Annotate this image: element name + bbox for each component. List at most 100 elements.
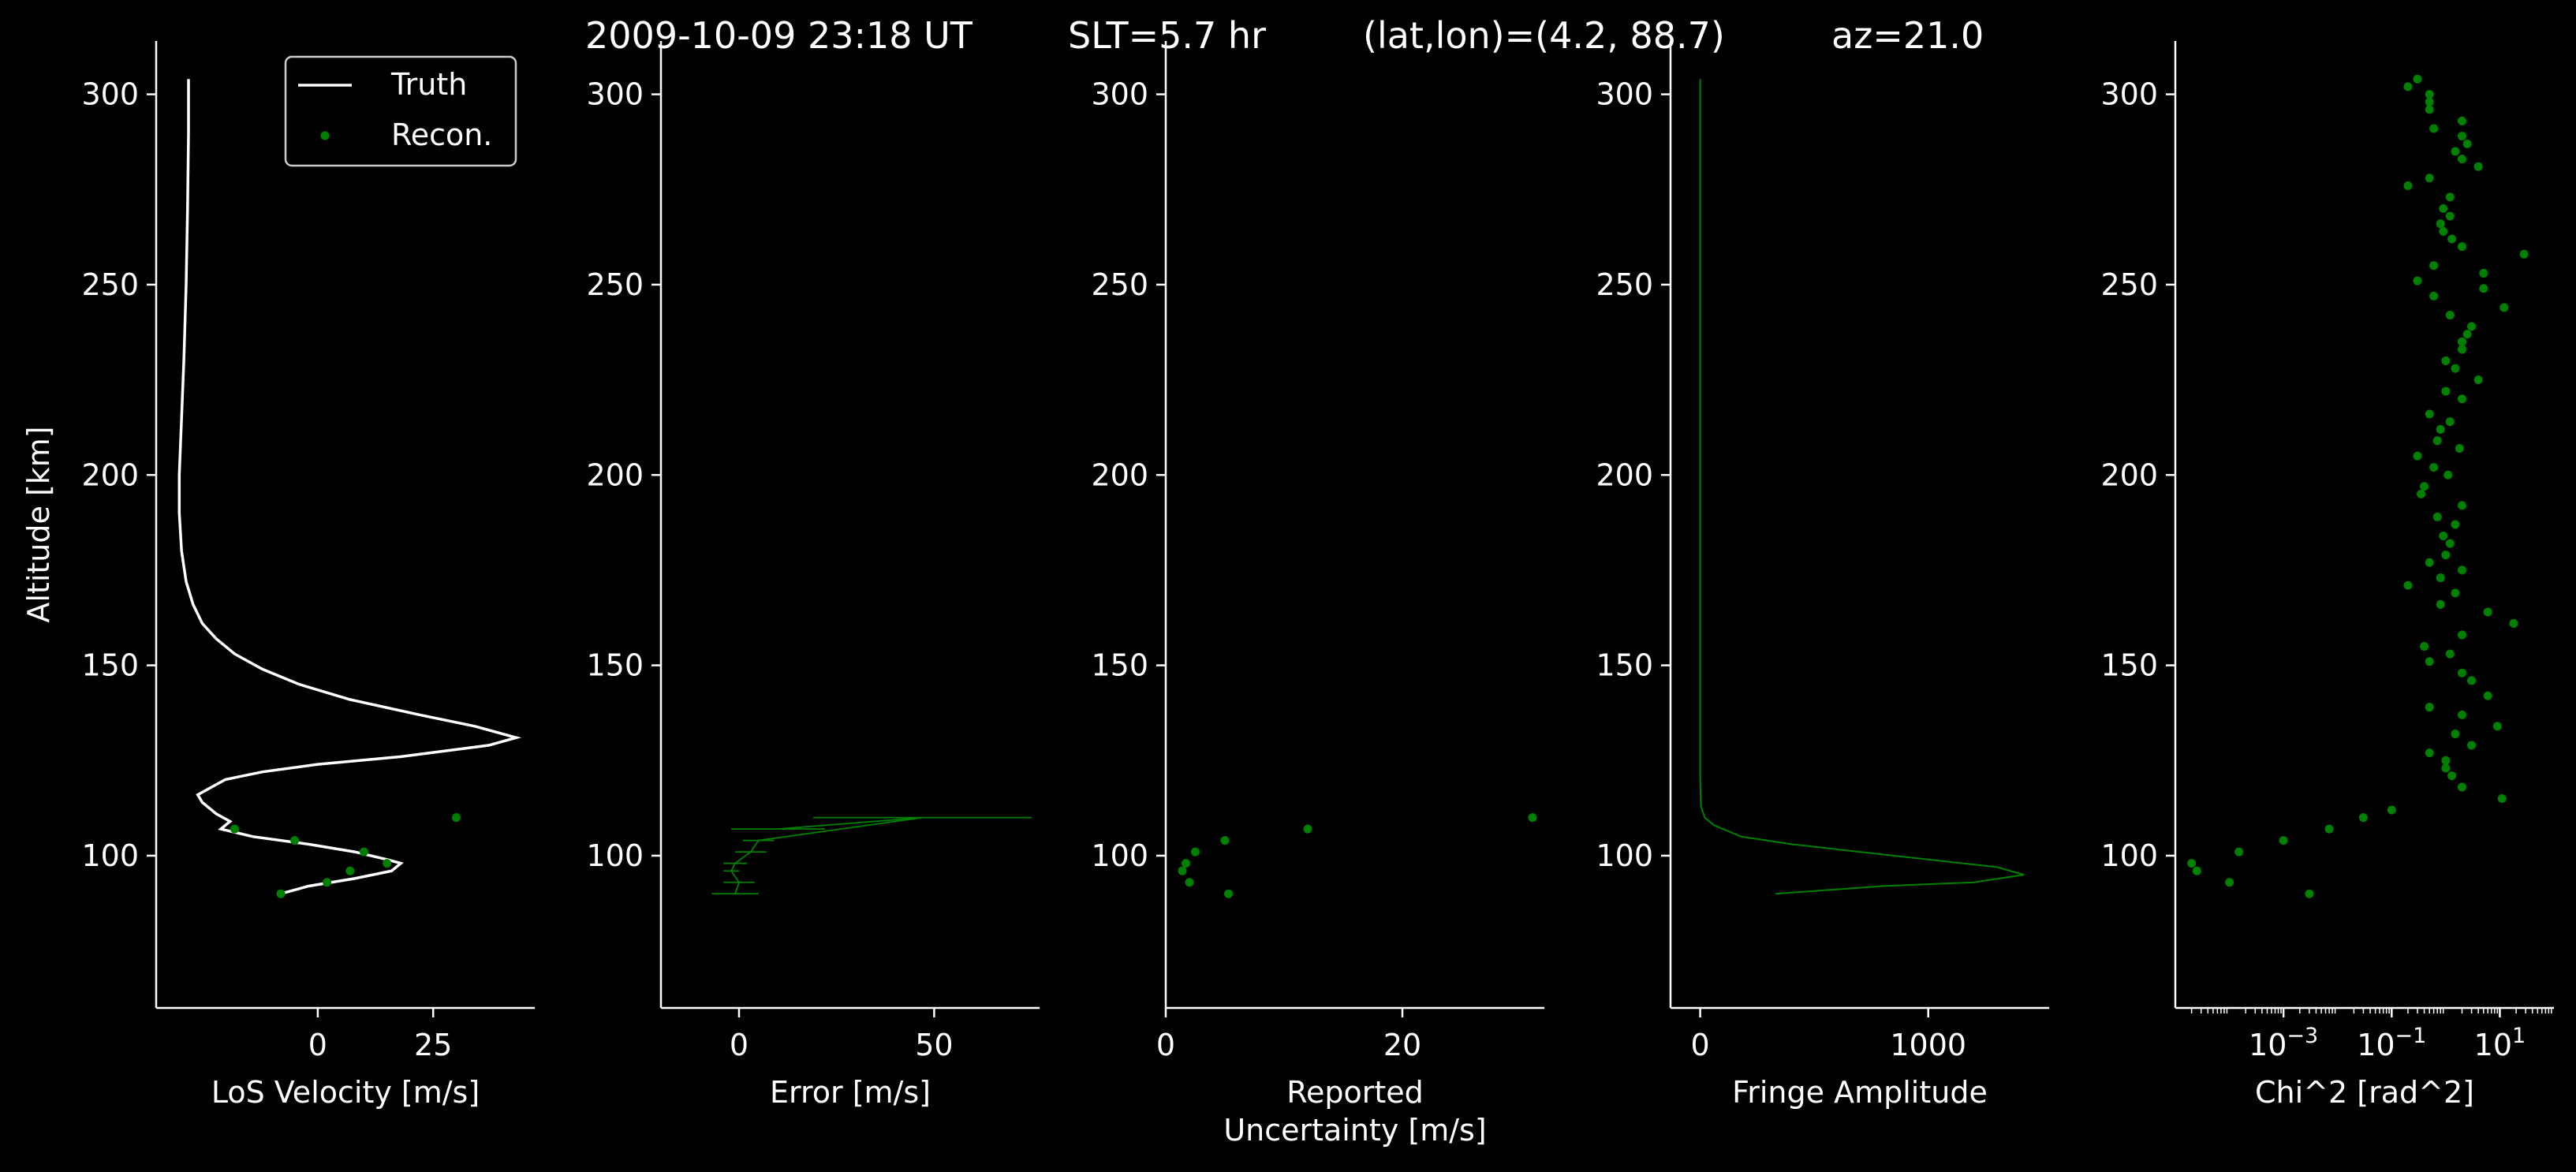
- recon-point: [2492, 722, 2502, 731]
- recon-point: [2436, 599, 2445, 609]
- recon-point: [2497, 794, 2507, 804]
- recon-point: [2436, 219, 2445, 229]
- recon-point: [2451, 588, 2460, 598]
- recon-point: [2439, 203, 2448, 213]
- y-tick-label: 250: [586, 267, 644, 302]
- recon-point: [2457, 710, 2466, 719]
- recon-point: [2420, 641, 2429, 651]
- recon-point: [2192, 866, 2201, 875]
- recon-point: [2457, 668, 2466, 677]
- x-axis-label: Error [m/s]: [770, 1075, 931, 1110]
- y-tick-label: 250: [1596, 267, 1653, 302]
- recon-point: [2445, 192, 2455, 202]
- x-tick-label: 25: [414, 1028, 452, 1062]
- y-tick-label: 300: [1091, 77, 1148, 112]
- x-axis-label: Reported: [1286, 1075, 1423, 1110]
- recon-point: [323, 878, 332, 887]
- recon-point: [2429, 261, 2439, 271]
- x-tick-label: 0: [730, 1028, 749, 1062]
- y-tick-label: 150: [81, 648, 139, 683]
- truth-line: [177, 79, 522, 895]
- recon-point: [2403, 580, 2413, 590]
- recon-point: [2425, 748, 2434, 758]
- x-axis-label: LoS Velocity [m/s]: [211, 1075, 480, 1110]
- recon-point: [2234, 847, 2244, 857]
- y-tick-label: 150: [2100, 648, 2158, 683]
- recon-point: [2455, 443, 2464, 453]
- recon-point: [1182, 859, 1190, 868]
- recon-point: [2457, 501, 2466, 510]
- recon-point: [2439, 531, 2448, 540]
- y-tick-label: 200: [1091, 457, 1148, 492]
- recon-point: [2425, 97, 2434, 106]
- recon-point: [2457, 565, 2466, 575]
- recon-point: [230, 824, 240, 834]
- recon-point: [2462, 139, 2472, 148]
- title-az: az=21.0: [1831, 14, 1984, 57]
- recon-point: [2429, 124, 2439, 133]
- legend-recon-label: Recon.: [391, 118, 492, 152]
- panel-4: 100 150 200 250 300 0 1000 Fringe Amplitude: [1596, 41, 2049, 1110]
- recon-point: [2457, 116, 2466, 125]
- recon-point: [1191, 847, 1200, 857]
- error-line: [730, 816, 923, 894]
- recon-point: [2436, 424, 2445, 434]
- recon-point: [2413, 74, 2422, 84]
- panel-1: 100 150 200 250 300 0 25 LoS Velocity [m/s] Alti…: [21, 41, 535, 1110]
- recon-point: [2445, 417, 2455, 427]
- recon-point: [2467, 676, 2477, 685]
- recon-point: [2187, 859, 2197, 868]
- title-time: 2009-10-09 23:18 UT: [585, 14, 973, 57]
- y-tick-label: 300: [81, 77, 139, 112]
- y-tick-label: 100: [1091, 838, 1148, 873]
- recon-point: [2425, 703, 2434, 712]
- recon-point: [2441, 386, 2451, 396]
- recon-point: [2451, 729, 2460, 738]
- recon-point: [1303, 824, 1312, 834]
- panel-2: 100 150 200 250 300 0 50 Error [m/s]: [586, 41, 1040, 1110]
- recon-point: [2413, 451, 2422, 461]
- recon-point: [2358, 813, 2368, 823]
- y-tick-label: 200: [1596, 457, 1653, 492]
- y-tick-label: 100: [81, 838, 139, 873]
- recon-point: [2425, 90, 2434, 99]
- recon-point: [2457, 337, 2466, 346]
- recon-point: [2457, 242, 2466, 252]
- recon-point: [2279, 836, 2288, 845]
- recon-point: [2417, 489, 2426, 498]
- recon-point: [2387, 805, 2396, 815]
- recon-point: [2432, 436, 2442, 446]
- recon-point: [2413, 276, 2422, 286]
- recon-point: [2447, 234, 2457, 244]
- recon-point: [2519, 249, 2529, 259]
- recon-point: [2451, 364, 2460, 373]
- y-axis-label: Altitude [km]: [21, 426, 56, 622]
- recon-point: [2473, 162, 2483, 171]
- x-tick-label: 0: [1690, 1028, 1709, 1062]
- recon-point: [2305, 889, 2314, 898]
- recon-point: [383, 859, 392, 868]
- recon-point: [2445, 649, 2455, 659]
- recon-point: [2425, 409, 2434, 419]
- recon-point: [2451, 520, 2460, 529]
- x-tick-label: 0: [1156, 1028, 1175, 1062]
- y-tick-label: 150: [1091, 648, 1148, 683]
- title-latlon: (lat,lon)=(4.2, 88.7): [1363, 14, 1725, 57]
- recon-point: [2403, 82, 2413, 91]
- recon-point: [1528, 813, 1537, 823]
- recon-point: [2473, 375, 2483, 385]
- recon-point: [1224, 889, 1233, 898]
- recon-point: [2324, 824, 2334, 834]
- series-line: [1699, 79, 2025, 895]
- recon-point: [2499, 303, 2509, 312]
- recon-point: [2457, 155, 2466, 164]
- recon-point: [2483, 691, 2492, 700]
- recon-point: [2436, 573, 2445, 583]
- recon-point: [2451, 147, 2460, 156]
- figure-title: 2009-10-09 23:18 UT SLT=5.7 hr (lat,lon)…: [0, 14, 2576, 62]
- recon-point: [2457, 345, 2466, 354]
- y-tick-label: 150: [1596, 648, 1653, 683]
